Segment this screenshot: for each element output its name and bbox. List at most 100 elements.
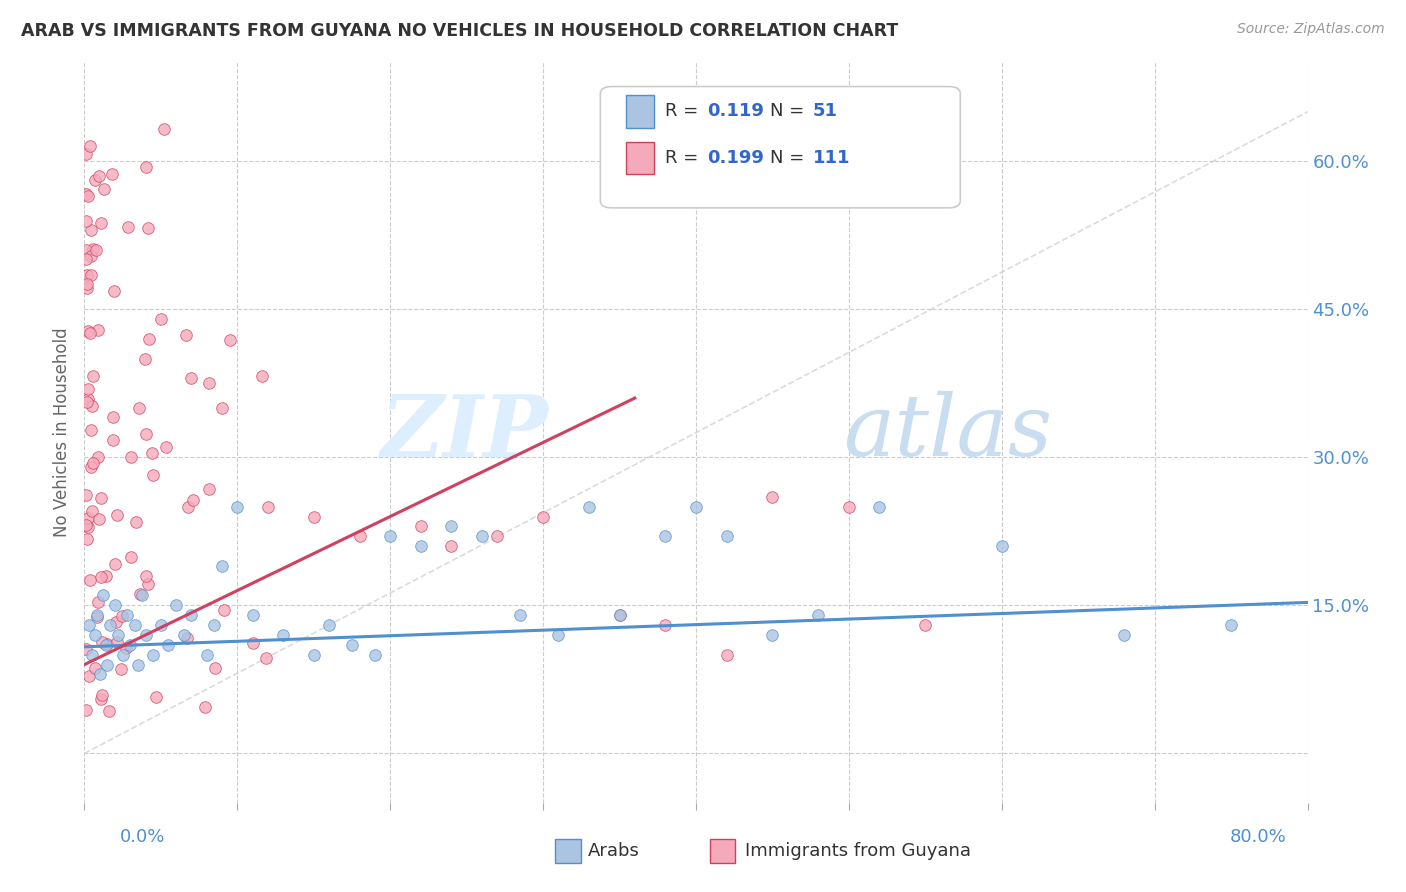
Point xyxy=(101,409,124,424)
Point xyxy=(90,216,112,230)
Point xyxy=(212,602,235,616)
Point xyxy=(80,249,103,263)
Point xyxy=(157,638,180,652)
Text: R =: R = xyxy=(665,103,704,120)
Point xyxy=(94,638,117,652)
Point xyxy=(440,539,463,553)
Point xyxy=(79,573,101,587)
Point xyxy=(90,691,112,706)
Point xyxy=(77,668,100,682)
Text: R =: R = xyxy=(665,149,704,167)
Point xyxy=(578,500,600,514)
Point xyxy=(142,648,165,662)
Point xyxy=(97,704,120,718)
Point xyxy=(96,657,118,672)
Point xyxy=(79,326,101,340)
Point xyxy=(111,609,134,624)
Point xyxy=(136,577,159,591)
Point xyxy=(82,456,104,470)
Point xyxy=(104,615,127,630)
Point xyxy=(173,628,195,642)
Point xyxy=(77,188,100,202)
Text: N =: N = xyxy=(770,149,810,167)
Point xyxy=(83,172,105,186)
Point xyxy=(76,533,98,547)
Point xyxy=(211,558,233,573)
Text: 111: 111 xyxy=(813,149,851,167)
Point xyxy=(120,450,142,464)
Point xyxy=(202,618,225,632)
Point xyxy=(76,394,98,409)
Point xyxy=(87,594,110,608)
Point xyxy=(685,500,707,514)
Y-axis label: No Vehicles in Household: No Vehicles in Household xyxy=(53,327,72,538)
Point xyxy=(87,512,110,526)
Point xyxy=(134,351,156,366)
Point xyxy=(302,648,325,662)
Point xyxy=(94,569,117,583)
Point xyxy=(128,401,150,415)
Point xyxy=(75,642,97,657)
Point xyxy=(125,516,148,530)
Point xyxy=(120,550,142,565)
Point xyxy=(302,509,325,524)
Point xyxy=(409,519,432,533)
Point xyxy=(127,657,149,672)
Point xyxy=(149,312,172,326)
Point xyxy=(991,539,1014,553)
Point xyxy=(349,529,371,543)
Point xyxy=(80,459,103,474)
Point xyxy=(761,490,783,504)
Point xyxy=(807,608,830,623)
Point xyxy=(82,503,104,517)
Point xyxy=(80,223,103,237)
Point xyxy=(128,587,150,601)
Point xyxy=(75,187,97,202)
Point xyxy=(135,569,157,583)
Text: 0.119: 0.119 xyxy=(707,103,763,120)
Point xyxy=(84,243,107,257)
Point xyxy=(93,182,115,196)
Point xyxy=(180,608,202,623)
Point xyxy=(77,519,100,533)
Point xyxy=(76,277,98,292)
Text: N =: N = xyxy=(770,103,810,120)
Point xyxy=(104,599,127,613)
Point xyxy=(90,491,112,505)
Point xyxy=(254,651,277,665)
Point xyxy=(82,369,104,384)
Point xyxy=(257,500,280,514)
Point xyxy=(204,661,226,675)
Point xyxy=(531,509,554,524)
Point xyxy=(226,500,249,514)
Point xyxy=(107,628,129,642)
Point xyxy=(104,557,127,571)
Point xyxy=(1220,618,1243,632)
Point xyxy=(180,371,202,385)
Point xyxy=(135,161,157,175)
Point xyxy=(242,608,264,623)
Point xyxy=(76,281,98,295)
Point xyxy=(84,660,107,674)
Point xyxy=(153,121,176,136)
Point xyxy=(124,618,146,632)
Point xyxy=(1114,628,1136,642)
Point xyxy=(75,488,97,502)
Point xyxy=(90,635,112,649)
Point xyxy=(409,539,432,553)
Point xyxy=(91,589,114,603)
Point xyxy=(87,169,110,184)
Point xyxy=(79,423,101,437)
Point xyxy=(654,618,676,632)
Point xyxy=(142,467,165,482)
Point xyxy=(82,242,104,256)
Point xyxy=(761,628,783,642)
Text: ZIP: ZIP xyxy=(381,391,550,475)
Point xyxy=(198,482,221,496)
Point xyxy=(90,570,112,584)
Point xyxy=(194,700,217,714)
Point xyxy=(838,500,860,514)
Point xyxy=(86,450,108,464)
Text: ARAB VS IMMIGRANTS FROM GUYANA NO VEHICLES IN HOUSEHOLD CORRELATION CHART: ARAB VS IMMIGRANTS FROM GUYANA NO VEHICL… xyxy=(21,22,898,40)
Point xyxy=(242,636,264,650)
